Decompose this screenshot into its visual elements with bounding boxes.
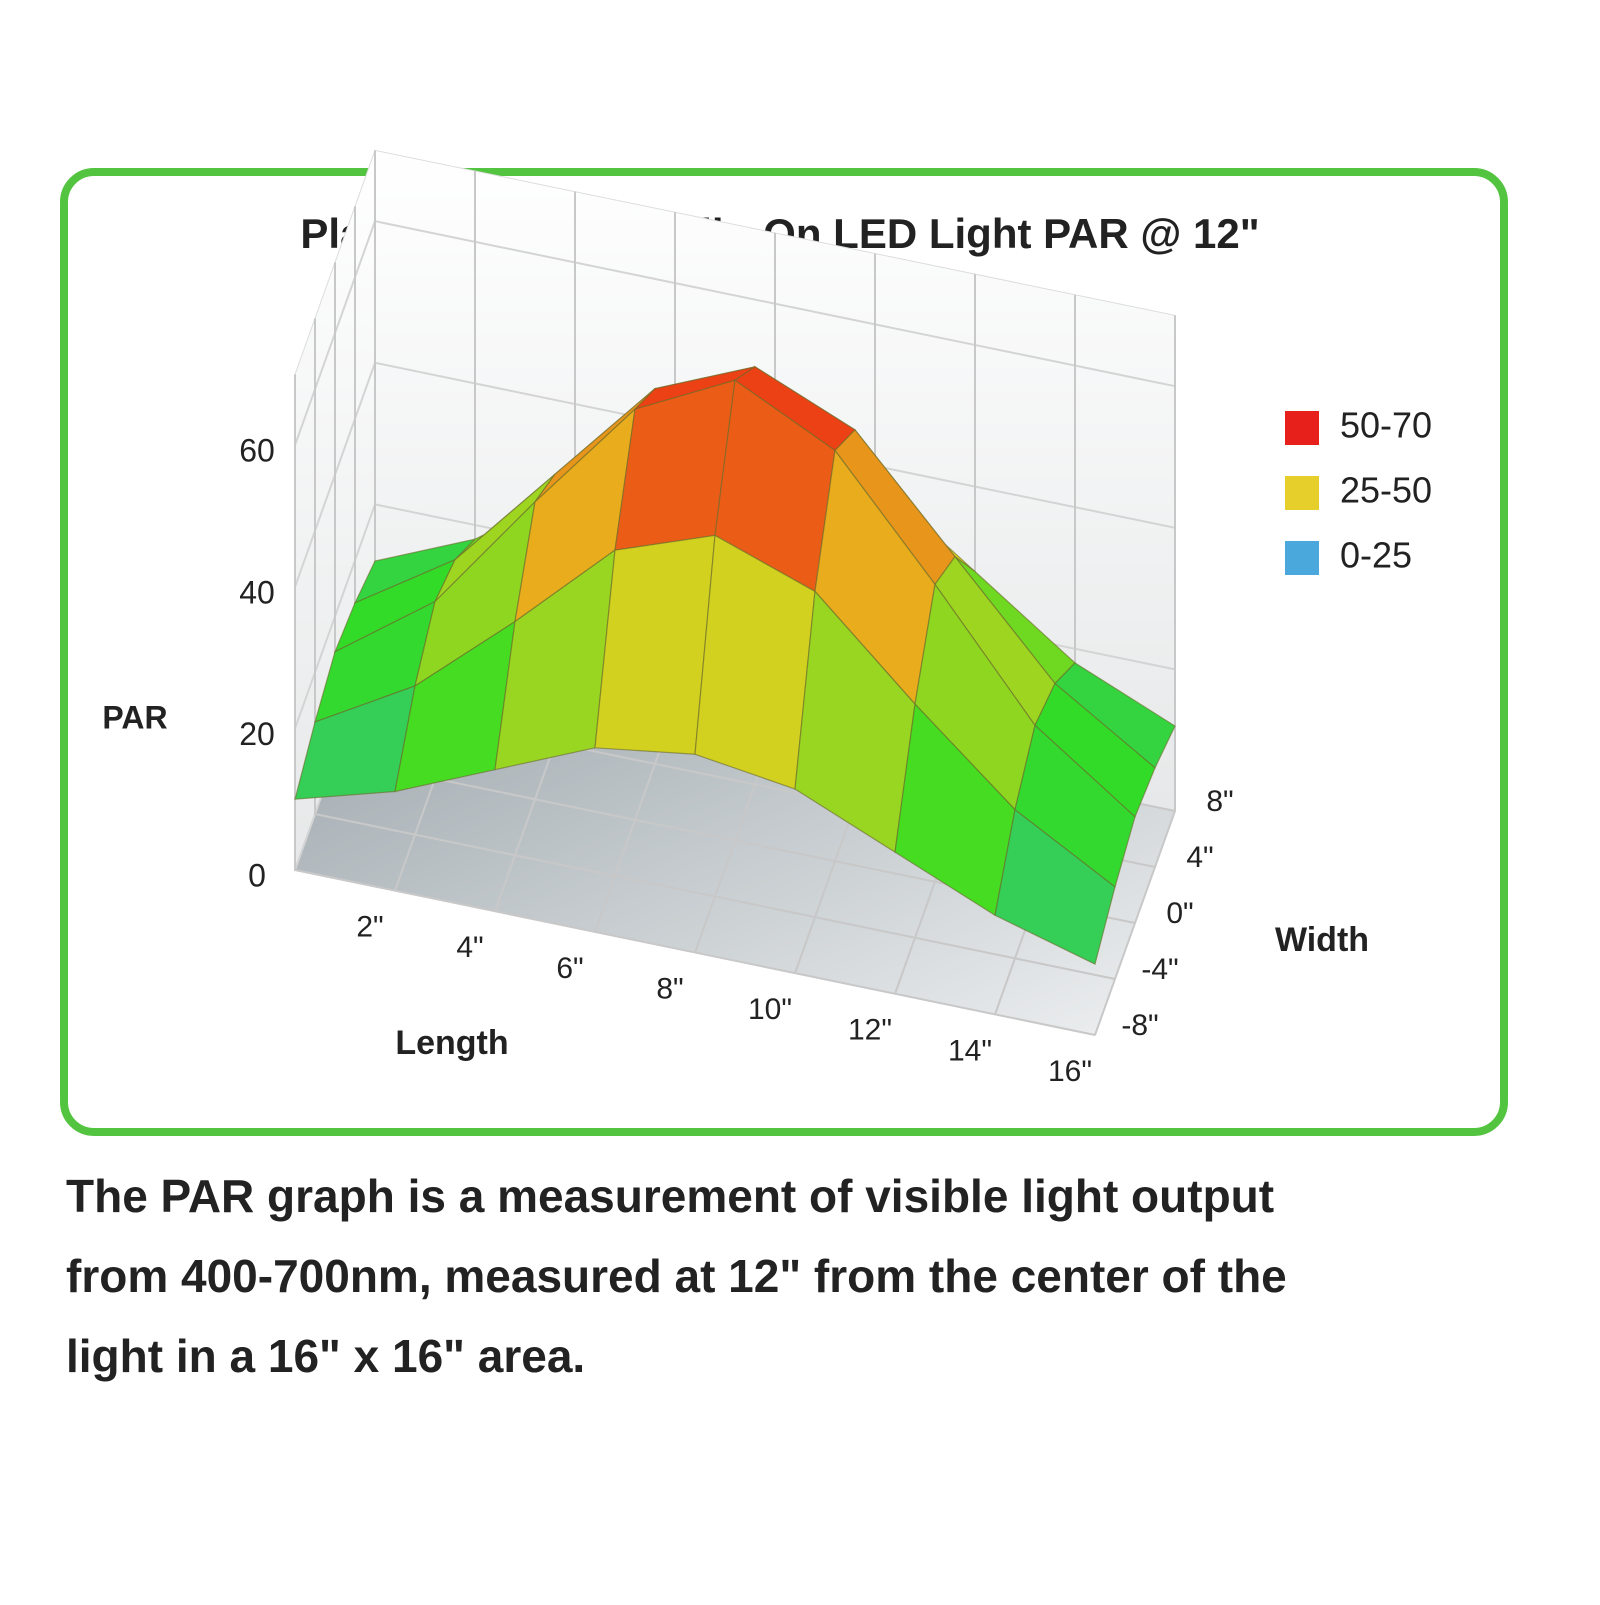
z-tick-label: 20 <box>239 716 275 752</box>
x-tick-label: 4" <box>456 931 483 964</box>
x-tick-label: 6" <box>556 952 583 985</box>
surface-cell <box>994 808 1116 966</box>
z-axis-label: PAR <box>102 699 167 735</box>
z-tick-label: 0 <box>248 857 266 893</box>
x-tick-label: 14" <box>948 1034 992 1067</box>
y-tick-label: -8" <box>1121 1009 1158 1042</box>
surface-cell <box>594 534 716 755</box>
y-tick-label: 8" <box>1206 785 1233 818</box>
x-axis-label: Length <box>395 1024 508 1062</box>
grid-line <box>294 374 1096 1036</box>
legend-swatch <box>1285 476 1319 510</box>
x-tick-label: 8" <box>656 972 683 1005</box>
legend-label: 0-25 <box>1340 535 1412 576</box>
y-tick-label: 4" <box>1186 841 1213 874</box>
y-axis-label: Width <box>1275 921 1369 959</box>
legend-swatch <box>1285 541 1319 575</box>
caption-line: The PAR graph is a measurement of visibl… <box>66 1170 1274 1222</box>
y-tick-label: -4" <box>1141 953 1178 986</box>
z-tick-label: 40 <box>239 574 275 610</box>
y-tick-label: 0" <box>1166 897 1193 930</box>
legend-label: 50-70 <box>1340 405 1432 446</box>
x-tick-label: 16" <box>1048 1055 1092 1088</box>
x-tick-label: 12" <box>848 1014 892 1047</box>
legend-swatch <box>1285 411 1319 445</box>
grid-line <box>314 318 1116 980</box>
caption-line: light in a 16" x 16" area. <box>66 1330 585 1382</box>
z-tick-label: 60 <box>239 433 275 469</box>
legend-label: 25-50 <box>1340 470 1432 511</box>
x-tick-label: 10" <box>748 993 792 1026</box>
caption-line: from 400-700nm, measured at 12" from the… <box>66 1250 1287 1302</box>
x-tick-label: 2" <box>356 911 383 944</box>
